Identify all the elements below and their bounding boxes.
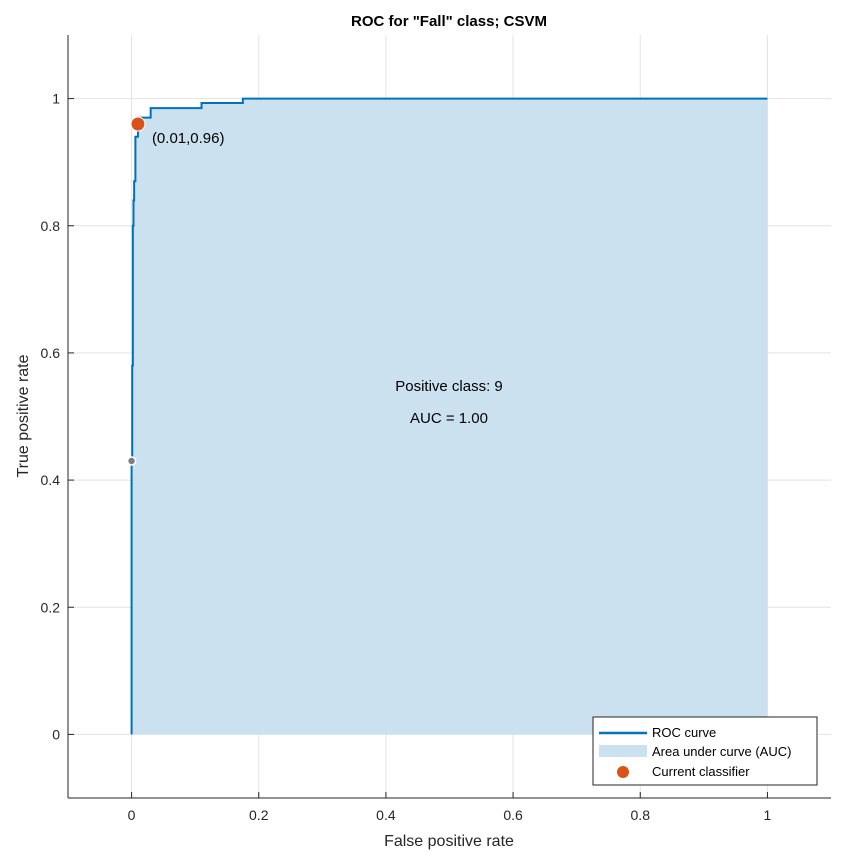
axes: [67, 35, 831, 799]
legend-classifier-label: Current classifier: [652, 764, 750, 779]
x-tick-label: 1: [764, 807, 772, 823]
auc-annotation: AUC = 1.00: [410, 410, 488, 427]
current-classifier-label: (0.01,0.96): [152, 130, 225, 147]
y-tick-label: 0.6: [41, 345, 61, 361]
x-tick-label: 0.6: [503, 807, 523, 823]
y-tick-label: 0.8: [41, 218, 61, 234]
y-axis-label: True positive rate: [15, 354, 32, 477]
y-tick-label: 0.4: [41, 472, 61, 488]
legend-auc-label: Area under curve (AUC): [652, 744, 791, 759]
chart-title: ROC for "Fall" class; CSVM: [351, 13, 547, 30]
y-tick-label: 0: [52, 726, 60, 742]
x-tick-label: 0.4: [376, 807, 396, 823]
legend-roc-label: ROC curve: [652, 725, 716, 740]
x-tick-label: 0: [128, 807, 136, 823]
positive-class-annotation: Positive class: 9: [395, 378, 503, 395]
auc-area: [131, 98, 768, 735]
legend-classifier-swatch: [617, 766, 629, 778]
x-tick-label: 0.2: [249, 807, 269, 823]
x-axis-label: False positive rate: [384, 833, 514, 850]
legend-auc-swatch: [599, 745, 647, 757]
current-classifier-marker: [130, 116, 146, 132]
y-tick-label: 0.2: [41, 599, 61, 615]
x-tick-label: 0.8: [631, 807, 651, 823]
roc-curve-line: [130, 97, 768, 735]
ticks: 0 0.2 0.4 0.6 0.8 1 0 0.2 0.4 0.6 0.8 1: [41, 91, 772, 823]
y-tick-label: 1: [52, 91, 60, 107]
legend: ROC curve Area under curve (AUC) Current…: [592, 716, 818, 786]
gray-point-marker: [126, 456, 137, 466]
